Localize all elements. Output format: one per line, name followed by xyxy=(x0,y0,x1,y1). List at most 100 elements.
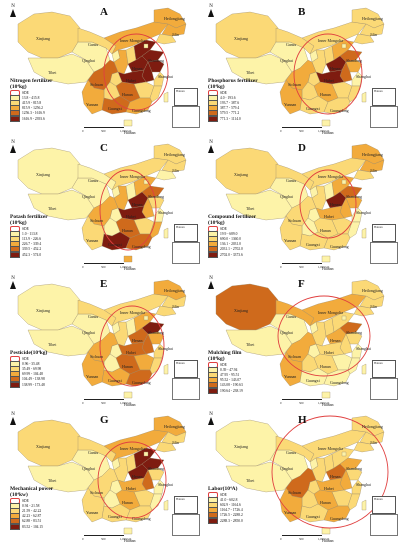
legend-class-label: 4.0 - 193.6 xyxy=(220,95,236,100)
province-label-guangxi: Guangxi xyxy=(306,242,320,247)
hainan-inset: Hainan xyxy=(372,496,396,514)
province-label-henan: Henan xyxy=(132,66,143,71)
legend-unit: (10⁴kw) xyxy=(10,492,28,498)
province-guangdong xyxy=(323,369,351,387)
south-sea-inset xyxy=(172,106,200,128)
legend-class-label: 62.88 - 83.51 xyxy=(22,519,42,524)
province-hainan xyxy=(321,119,331,127)
province-label-guangxi: Guangxi xyxy=(108,242,122,247)
legend-class-label: 21.59 - 42.22 xyxy=(22,508,42,513)
province-label-guangxi: Guangxi xyxy=(108,378,122,383)
province-label-xinjiang: Xinjiang xyxy=(234,172,248,177)
province-label-sichuan: Sichuan xyxy=(288,218,301,223)
province-label-guangdong: Guangdong xyxy=(132,380,151,385)
province-label-henan: Henan xyxy=(330,202,341,207)
province-label-qinghai: Qinghai xyxy=(82,58,95,63)
south-sea-inset xyxy=(172,378,200,400)
legend: Phosphorus fertilizer (10⁴kg) SDE 4.0 - 193… xyxy=(208,78,278,122)
legend-class-row: 452.3 - 574.0 xyxy=(10,251,80,258)
province-map xyxy=(17,415,187,535)
province-label-tibet: Tibet xyxy=(48,342,57,347)
province-label-inner_mongolia: Inner Mongolia xyxy=(120,174,145,179)
panel-letter: F xyxy=(298,278,305,290)
province-inner_mongolia xyxy=(103,429,169,463)
sde-label: SDE xyxy=(220,492,227,497)
legend-class-row: 2288.3 - 2850.0 xyxy=(208,517,278,524)
legend-class-label: 226.7 - 339.4 xyxy=(22,242,42,247)
province-label-jilin: Jilin xyxy=(370,440,377,445)
legend-title: Compound fertilizer xyxy=(208,214,257,220)
province-inner_mongolia xyxy=(103,157,169,191)
province-label-guangdong: Guangdong xyxy=(330,244,349,249)
province-inner_mongolia xyxy=(301,429,367,463)
legend-class-label: 138.99 - 173.48 xyxy=(22,382,45,387)
province-jilin xyxy=(359,23,385,37)
province-taiwan xyxy=(163,227,169,239)
province-label-xinjiang: Xinjiang xyxy=(36,444,50,449)
south-sea-inset xyxy=(370,242,398,264)
province-label-hubei: Hubei xyxy=(126,486,136,491)
legend-swatch xyxy=(208,387,218,394)
legend: Potash fertilizer (10⁴kg) SDE 1.0 - 113.8 11… xyxy=(10,214,80,258)
map-panel-b: Xinjiang Tibet Qinghai Gansu Inner Mongolia H… xyxy=(206,2,398,134)
province-map xyxy=(215,279,385,399)
sde-ellipse xyxy=(293,33,363,115)
legend: Labor(10⁴A) SDE 41.0 - 602.8 602.9 - 1164.6… xyxy=(208,486,278,524)
legend-class-label: 143.08 - 190.63 xyxy=(220,383,243,388)
province-label-qinghai: Qinghai xyxy=(280,58,293,63)
province-inner_mongolia xyxy=(103,293,169,327)
province-label-sichuan: Sichuan xyxy=(90,490,103,495)
scale-label: 500 xyxy=(101,537,106,541)
sde-ellipse xyxy=(97,441,167,519)
province-label-sichuan: Sichuan xyxy=(90,218,103,223)
province-jilin xyxy=(161,23,187,37)
sde-label: SDE xyxy=(22,356,29,361)
province-label-shandong: Shandong xyxy=(148,330,164,335)
legend-class-label: 42.23 - 62.87 xyxy=(22,514,42,519)
scale-label: 0 xyxy=(280,537,282,541)
province-taiwan xyxy=(163,91,169,103)
province-label-inner_mongolia: Inner Mongolia xyxy=(318,310,343,315)
inset-label: Hainan xyxy=(176,89,185,93)
south-sea-inset xyxy=(370,106,398,128)
legend-unit: (10⁴kg) xyxy=(208,220,225,226)
legend-class-row: 1616.9 - 2393.6 xyxy=(10,115,80,122)
province-label-heilongjiang: Heilongjiang xyxy=(164,288,185,293)
province-label-guangdong: Guangdong xyxy=(132,244,151,249)
legend-title: Potash fertilizer xyxy=(10,214,48,220)
scale-label: 500 xyxy=(101,401,106,405)
north-arrow-icon: N xyxy=(208,140,214,153)
scale-label: 500 xyxy=(299,265,304,269)
hainan-inset: Hainan xyxy=(174,496,198,514)
north-arrow-icon: N xyxy=(208,412,214,425)
province-taiwan xyxy=(361,91,367,103)
north-arrow-icon: N xyxy=(10,276,16,289)
legend-unit: (10⁴kg) xyxy=(208,356,225,362)
legend-title: Mulching film xyxy=(208,350,242,356)
province-label-jilin: Jilin xyxy=(370,304,377,309)
province-label-gansu: Gansu xyxy=(88,178,99,183)
legend-class-label: 1616.9 - 2393.6 xyxy=(22,116,45,121)
province-label-jilin: Jilin xyxy=(370,168,377,173)
province-xinjiang xyxy=(215,11,279,59)
province-guangdong xyxy=(323,505,351,523)
province-label-gansu: Gansu xyxy=(88,42,99,47)
province-xinjiang xyxy=(17,11,81,59)
province-jilin xyxy=(359,159,385,173)
province-zhejiang xyxy=(351,343,363,359)
panel-letter: E xyxy=(100,278,108,290)
province-label-yunnan: Yunnan xyxy=(284,510,297,515)
province-label-jilin: Jilin xyxy=(172,168,179,173)
province-label-heilongjiang: Heilongjiang xyxy=(164,16,185,21)
province-label-shanghai: Shanghai xyxy=(356,210,371,215)
scale-label: 0 xyxy=(82,129,84,133)
province-label-henan: Henan xyxy=(330,66,341,71)
province-label-tibet: Tibet xyxy=(48,478,57,483)
province-label-henan: Henan xyxy=(132,474,143,479)
legend: Compound fertilizer (10⁴kg) SDE 19.9 - 689.… xyxy=(208,214,278,258)
panel-letter: D xyxy=(298,142,306,154)
province-label-yunnan: Yunnan xyxy=(86,238,99,243)
scale-label: 1,000 km xyxy=(120,129,132,133)
province-label-hubei: Hubei xyxy=(126,350,136,355)
province-label-heilongjiang: Heilongjiang xyxy=(164,424,185,429)
